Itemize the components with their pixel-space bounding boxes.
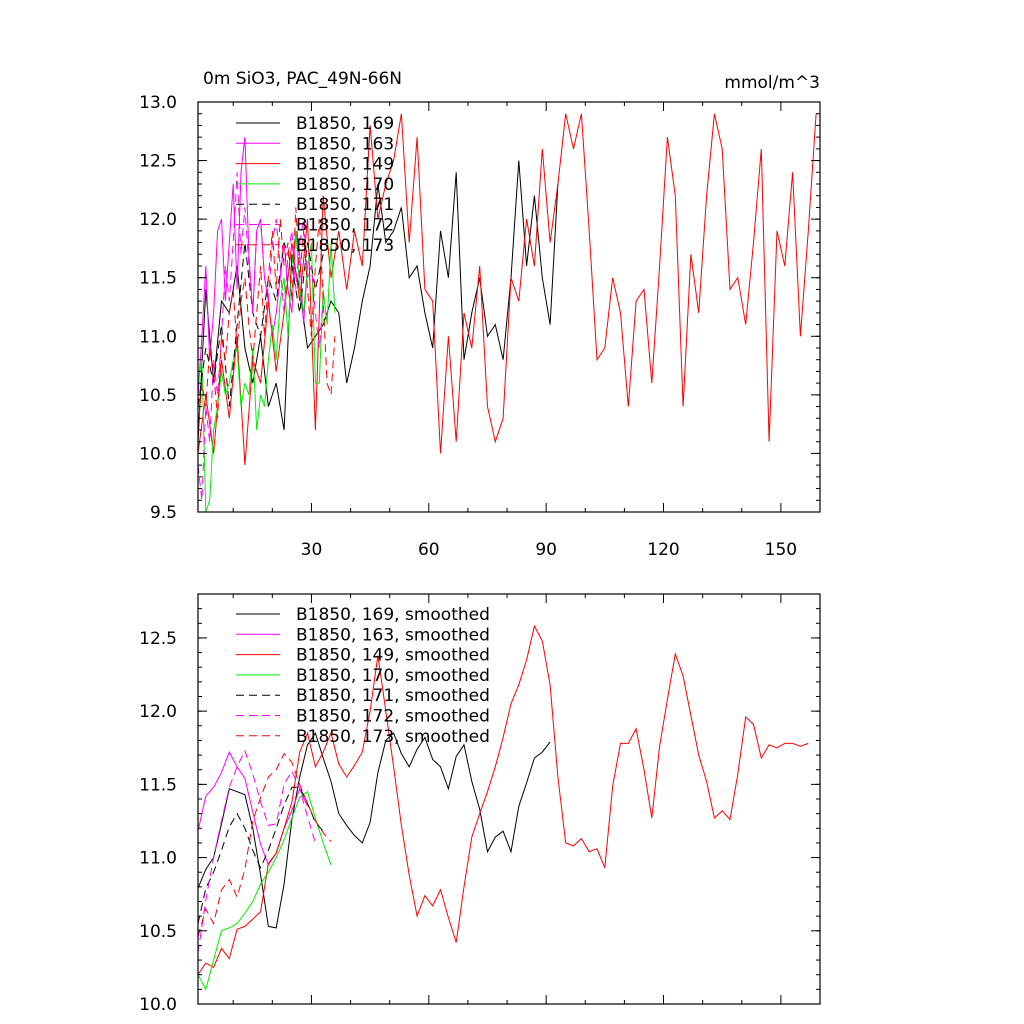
x-tick-label: 60 bbox=[418, 540, 440, 560]
series-line-1 bbox=[197, 160, 559, 442]
series-line-5 bbox=[197, 786, 324, 924]
series-line-7 bbox=[197, 207, 336, 431]
y-tick-label: 9.5 bbox=[150, 503, 177, 523]
legend-label: B1850, 173, smoothed bbox=[296, 727, 490, 747]
y-tick-label: 11.0 bbox=[139, 849, 177, 869]
legend-label: B1850, 170, smoothed bbox=[296, 666, 490, 686]
y-tick-label: 10.5 bbox=[139, 922, 177, 942]
series-line-2 bbox=[197, 750, 308, 866]
legend-label: B1850, 170 bbox=[296, 175, 394, 195]
legend-label: B1850, 163, smoothed bbox=[296, 625, 490, 645]
y-tick-label: 10.0 bbox=[139, 444, 177, 464]
y-tick-label: 12.0 bbox=[139, 210, 177, 230]
series-line-4 bbox=[197, 790, 332, 991]
chart-title: 0m SiO3, PAC_49N-66N bbox=[203, 69, 402, 89]
legend-label: B1850, 169 bbox=[296, 114, 394, 134]
y-tick-label: 11.0 bbox=[139, 327, 177, 347]
legend-label: B1850, 172 bbox=[296, 216, 394, 236]
legend-label: B1850, 173 bbox=[296, 236, 394, 256]
y-tick-label: 13.0 bbox=[139, 93, 177, 113]
series-line-6 bbox=[197, 749, 316, 953]
legend-label: B1850, 171, smoothed bbox=[296, 686, 490, 706]
series-line-3 bbox=[197, 113, 817, 466]
y-tick-label: 12.5 bbox=[139, 152, 177, 172]
top-panel: 9.5 10.0 10.5 11.0 11.5 12.0 12.5 13.0 30 60 90 120… bbox=[139, 93, 821, 560]
series-line-4 bbox=[197, 230, 336, 513]
y-tick-label: 12.0 bbox=[139, 702, 177, 722]
legend-label: B1850, 163 bbox=[296, 134, 394, 154]
series-line-1 bbox=[197, 731, 551, 929]
series-line-5 bbox=[197, 242, 324, 407]
bottom-panel: 10.0 10.5 11.0 11.5 12.0 12.5 B1850, 169, smoo… bbox=[139, 593, 821, 1015]
plot-frame bbox=[197, 101, 821, 513]
y-tick-label: 11.5 bbox=[139, 775, 177, 795]
x-tick-label: 90 bbox=[535, 540, 557, 560]
y-tick-label: 10.0 bbox=[139, 995, 177, 1015]
legend-label: B1850, 149, smoothed bbox=[296, 646, 490, 666]
legend-label: B1850, 149 bbox=[296, 155, 394, 175]
chart-units: mmol/m^3 bbox=[724, 73, 820, 93]
legend-label: B1850, 171 bbox=[296, 195, 394, 215]
y-tick-label: 10.5 bbox=[139, 386, 177, 406]
x-tick-label: 120 bbox=[647, 540, 679, 560]
x-tick-label: 150 bbox=[765, 540, 797, 560]
y-tick-label: 12.5 bbox=[139, 629, 177, 649]
plot-frame bbox=[197, 593, 821, 1005]
series-line-7 bbox=[197, 752, 332, 937]
series-line-6 bbox=[197, 172, 324, 501]
series-line-3 bbox=[197, 624, 809, 975]
y-tick-label: 11.5 bbox=[139, 269, 177, 289]
x-tick-label: 30 bbox=[301, 540, 323, 560]
legend-label: B1850, 172, smoothed bbox=[296, 707, 490, 727]
legend-label: B1850, 169, smoothed bbox=[296, 605, 490, 625]
